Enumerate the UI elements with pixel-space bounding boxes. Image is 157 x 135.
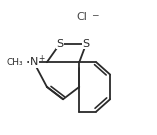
Text: S: S	[56, 39, 64, 49]
Text: −: −	[91, 10, 98, 19]
Text: S: S	[83, 39, 90, 49]
Text: CH₃: CH₃	[7, 58, 24, 67]
Text: Cl: Cl	[76, 12, 87, 22]
Text: +: +	[38, 54, 44, 63]
Text: N: N	[30, 57, 38, 67]
